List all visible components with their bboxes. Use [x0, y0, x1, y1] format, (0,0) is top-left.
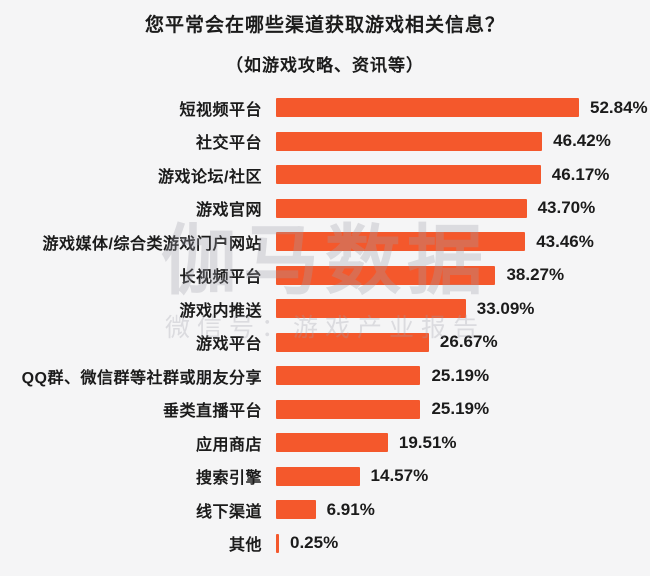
- category-label: 游戏论坛/社区: [158, 168, 262, 186]
- value-label: 46.42%: [553, 131, 611, 151]
- bar: [276, 433, 388, 453]
- bar: [276, 131, 543, 151]
- category-label: 游戏平台: [195, 336, 262, 354]
- category-label: 游戏媒体/综合类游戏门户网站: [42, 235, 262, 253]
- bar: [276, 366, 421, 386]
- bar: [276, 198, 527, 218]
- bar-chart-row: 短视频平台 52.84%: [0, 91, 650, 125]
- bar: [276, 165, 541, 185]
- value-label: 43.70%: [537, 198, 596, 218]
- bar-chart-row: QQ群、微信群等社群或朋友分享 25.19%: [0, 359, 650, 393]
- category-label: 垂类直播平台: [162, 403, 262, 421]
- value-label: 26.67%: [439, 332, 498, 352]
- bar-chart-row: 游戏媒体/综合类游戏门户网站 43.46%: [0, 225, 650, 259]
- value-label: 25.19%: [431, 399, 490, 419]
- chart-header: 您平常会在哪些渠道获取游戏相关信息？ （如游戏攻略、资讯等）: [0, 0, 650, 76]
- bar: [276, 299, 466, 319]
- category-label: 短视频平台: [179, 101, 262, 119]
- category-label: 搜索引擎: [195, 470, 262, 488]
- bar-chart-row: 社交平台 46.42%: [0, 125, 650, 159]
- category-label: 线下渠道: [195, 503, 262, 521]
- value-label: 0.25%: [290, 533, 339, 553]
- bar: [276, 98, 579, 118]
- bar-chart-row: 游戏内推送 33.09%: [0, 292, 650, 326]
- value-label: 25.19%: [431, 365, 490, 385]
- category-label: 长视频平台: [179, 269, 262, 287]
- bar-chart-row: 线下渠道 6.91%: [0, 493, 650, 527]
- category-label: 应用商店: [195, 436, 262, 454]
- category-label: 游戏内推送: [179, 302, 262, 320]
- bar: [276, 466, 360, 486]
- category-label: 其他: [228, 537, 262, 555]
- bar: [276, 232, 526, 252]
- bar: [276, 399, 421, 419]
- value-label: 14.57%: [370, 466, 429, 486]
- category-label: QQ群、微信群等社群或朋友分享: [21, 369, 262, 387]
- value-label: 19.51%: [398, 432, 457, 452]
- value-label: 38.27%: [506, 265, 565, 285]
- bar-chart-row: 垂类直播平台 25.19%: [0, 393, 650, 427]
- category-label: 社交平台: [195, 135, 262, 153]
- bar-chart: 短视频平台 52.84% 社交平台 46.42% 游戏论坛/社区 46.17% …: [0, 91, 650, 560]
- bar-chart-row: 应用商店 19.51%: [0, 426, 650, 460]
- value-label: 43.46%: [536, 231, 594, 251]
- bar-chart-row: 游戏论坛/社区 46.17%: [0, 158, 650, 192]
- bar: [276, 265, 496, 285]
- bar-chart-row: 搜索引擎 14.57%: [0, 460, 650, 494]
- chart-subtitle: （如游戏攻略、资讯等）: [226, 55, 424, 75]
- bar-chart-row: 其他 0.25%: [0, 527, 650, 561]
- bar-chart-row: 游戏平台 26.67%: [0, 326, 650, 360]
- value-label: 46.17%: [551, 164, 610, 184]
- value-label: 33.09%: [476, 298, 535, 318]
- chart-title: 您平常会在哪些渠道获取游戏相关信息？: [144, 15, 505, 36]
- value-label: 52.84%: [590, 97, 648, 117]
- category-label: 游戏官网: [195, 202, 262, 220]
- bar-chart-row: 游戏官网 43.70%: [0, 192, 650, 226]
- bar-chart-row: 长视频平台 38.27%: [0, 259, 650, 293]
- bar: [276, 533, 279, 553]
- bar: [276, 332, 429, 352]
- bar: [276, 500, 316, 520]
- value-label: 6.91%: [326, 499, 375, 519]
